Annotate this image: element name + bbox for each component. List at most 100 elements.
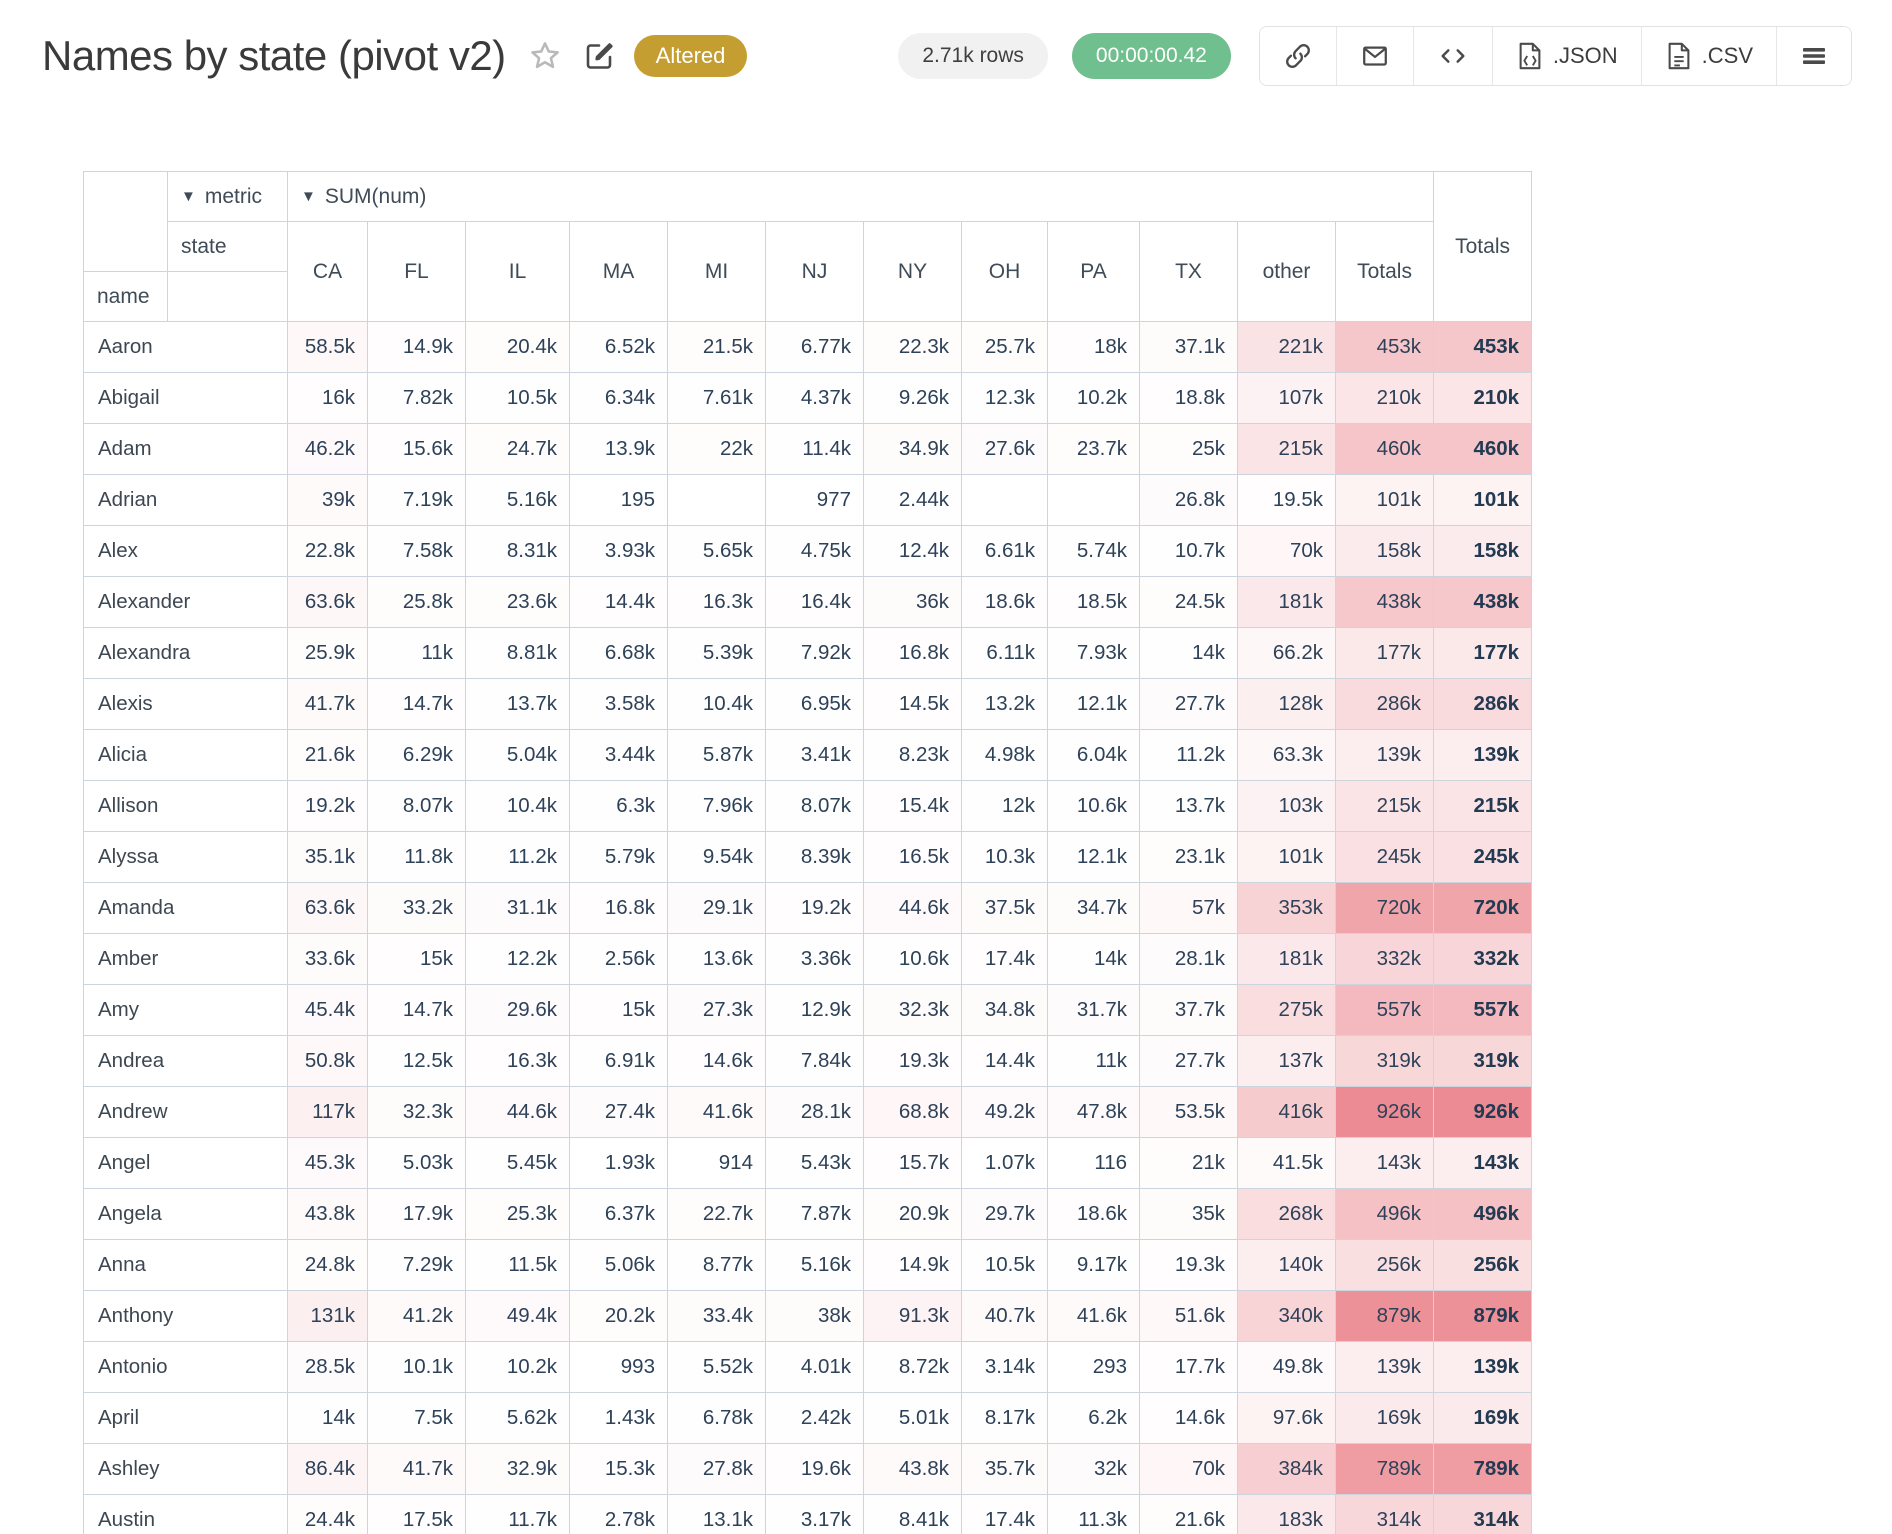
value-cell-ca: 16k <box>287 372 368 424</box>
value-cell-oh: 18.6k <box>961 576 1048 628</box>
column-header-mi: MI <box>667 221 766 322</box>
value-cell-ny: 91.3k <box>863 1290 962 1342</box>
value-cell-ma: 6.68k <box>569 627 668 679</box>
value-cell-ca: 24.4k <box>287 1494 368 1534</box>
column-header-totals: Totals <box>1334 221 1435 322</box>
value-cell-pa: 34.7k <box>1047 882 1140 934</box>
menu-button[interactable] <box>1776 27 1851 85</box>
value-cell-ca: 19.2k <box>287 780 368 832</box>
value-cell-fl: 7.5k <box>367 1392 466 1444</box>
email-button[interactable] <box>1335 27 1413 85</box>
value-cell-il: 23.6k <box>465 576 570 628</box>
value-cell-oh: 10.5k <box>961 1239 1048 1291</box>
value-cell-ca: 58.5k <box>287 321 368 373</box>
value-cell-il: 8.31k <box>465 525 570 577</box>
value-cell-other: 101k <box>1237 831 1336 883</box>
row-name-cell: Ashley <box>83 1443 288 1495</box>
embed-code-button[interactable] <box>1412 27 1492 85</box>
altered-badge[interactable]: Altered <box>633 35 748 77</box>
value-cell-other: 97.6k <box>1237 1392 1336 1444</box>
value-cell-ma: 20.2k <box>569 1290 668 1342</box>
table-row: Alexis 41.7k 14.7k 13.7k 3.58k 10.4k 6.95k 14.5… <box>83 678 1533 730</box>
row-totals-cell: 438k <box>1334 576 1435 628</box>
value-cell-nj: 7.87k <box>765 1188 864 1240</box>
favorite-star-icon[interactable] <box>528 39 562 73</box>
value-cell-oh: 29.7k <box>961 1188 1048 1240</box>
metric-dropdown[interactable]: ▼ metric <box>167 171 288 222</box>
value-cell-fl: 17.5k <box>367 1494 466 1534</box>
row-totals-cell: 453k <box>1334 321 1435 373</box>
value-cell-ny: 22.3k <box>863 321 962 373</box>
value-cell-pa: 18k <box>1047 321 1140 373</box>
value-cell-ma: 6.91k <box>569 1035 668 1087</box>
value-cell-fl: 15.6k <box>367 423 466 475</box>
value-cell-il: 10.5k <box>465 372 570 424</box>
value-cell-oh: 35.7k <box>961 1443 1048 1495</box>
value-cell-other: 353k <box>1237 882 1336 934</box>
value-cell-nj: 4.01k <box>765 1341 864 1393</box>
column-header-ny: NY <box>863 221 962 322</box>
row-name-cell: April <box>83 1392 288 1444</box>
value-cell-mi: 13.1k <box>667 1494 766 1534</box>
value-cell-ca: 22.8k <box>287 525 368 577</box>
grand-total-cell: 143k <box>1433 1137 1533 1189</box>
value-cell-oh: 6.61k <box>961 525 1048 577</box>
table-row: April 14k 7.5k 5.62k 1.43k 6.78k 2.42k 5.01k 8.1… <box>83 1392 1533 1444</box>
value-cell-fl: 14.7k <box>367 984 466 1036</box>
row-totals-cell: 101k <box>1334 474 1435 526</box>
copy-link-button[interactable] <box>1259 27 1336 85</box>
value-cell-fl: 6.29k <box>367 729 466 781</box>
value-cell-oh: 4.98k <box>961 729 1048 781</box>
value-cell-ny: 9.26k <box>863 372 962 424</box>
value-cell-pa: 18.5k <box>1047 576 1140 628</box>
value-cell-il: 29.6k <box>465 984 570 1036</box>
value-cell-fl: 15k <box>367 933 466 985</box>
value-cell-pa: 14k <box>1047 933 1140 985</box>
table-row: Angel 45.3k 5.03k 5.45k 1.93k 914 5.43k 15.7k 1.… <box>83 1137 1533 1189</box>
column-header-pa: PA <box>1047 221 1140 322</box>
row-totals-cell: 139k <box>1334 729 1435 781</box>
export-json-button[interactable]: .JSON <box>1491 27 1641 85</box>
row-name-cell: Alexander <box>83 576 288 628</box>
value-cell-ma: 27.4k <box>569 1086 668 1138</box>
value-cell-nj: 4.37k <box>765 372 864 424</box>
value-cell-ca: 41.7k <box>287 678 368 730</box>
pivot-table-head: ▼ metric ▼ SUM(num) Totals state CA FL IL MA MI NJ N… <box>83 171 1533 322</box>
column-header-oh: OH <box>961 221 1048 322</box>
sum-dropdown[interactable]: ▼ SUM(num) <box>286 171 1435 222</box>
table-row: Alexandra 25.9k 11k 8.81k 6.68k 5.39k 7.92k 16.… <box>83 627 1533 679</box>
value-cell-ca: 28.5k <box>287 1341 368 1393</box>
edit-icon[interactable] <box>584 40 616 72</box>
row-name-cell: Andrew <box>83 1086 288 1138</box>
value-cell-other: 221k <box>1237 321 1336 373</box>
column-header-nj: NJ <box>765 221 864 322</box>
grand-total-cell: 557k <box>1433 984 1533 1036</box>
value-cell-tx: 37.1k <box>1139 321 1238 373</box>
value-cell-il: 44.6k <box>465 1086 570 1138</box>
value-cell-mi: 29.1k <box>667 882 766 934</box>
row-totals-cell: 789k <box>1334 1443 1435 1495</box>
value-cell-tx: 26.8k <box>1139 474 1238 526</box>
value-cell-tx: 21.6k <box>1139 1494 1238 1534</box>
value-cell-fl: 7.58k <box>367 525 466 577</box>
value-cell-mi: 8.77k <box>667 1239 766 1291</box>
menu-icon <box>1800 42 1828 70</box>
value-cell-fl: 7.82k <box>367 372 466 424</box>
value-cell-il: 24.7k <box>465 423 570 475</box>
value-cell-ca: 131k <box>287 1290 368 1342</box>
value-cell-il: 16.3k <box>465 1035 570 1087</box>
value-cell-oh: 12.3k <box>961 372 1048 424</box>
grand-total-cell: 453k <box>1433 321 1533 373</box>
row-totals-cell: 720k <box>1334 882 1435 934</box>
value-cell-pa <box>1047 474 1140 526</box>
value-cell-fl: 41.2k <box>367 1290 466 1342</box>
value-cell-nj: 2.42k <box>765 1392 864 1444</box>
table-row: Adrian 39k 7.19k 5.16k 195 977 2.44k 26.8k 19.5k… <box>83 474 1533 526</box>
value-cell-ca: 45.3k <box>287 1137 368 1189</box>
value-cell-pa: 7.93k <box>1047 627 1140 679</box>
value-cell-il: 10.2k <box>465 1341 570 1393</box>
value-cell-ny: 12.4k <box>863 525 962 577</box>
value-cell-oh: 37.5k <box>961 882 1048 934</box>
export-csv-button[interactable]: .CSV <box>1640 27 1776 85</box>
value-cell-pa: 6.04k <box>1047 729 1140 781</box>
